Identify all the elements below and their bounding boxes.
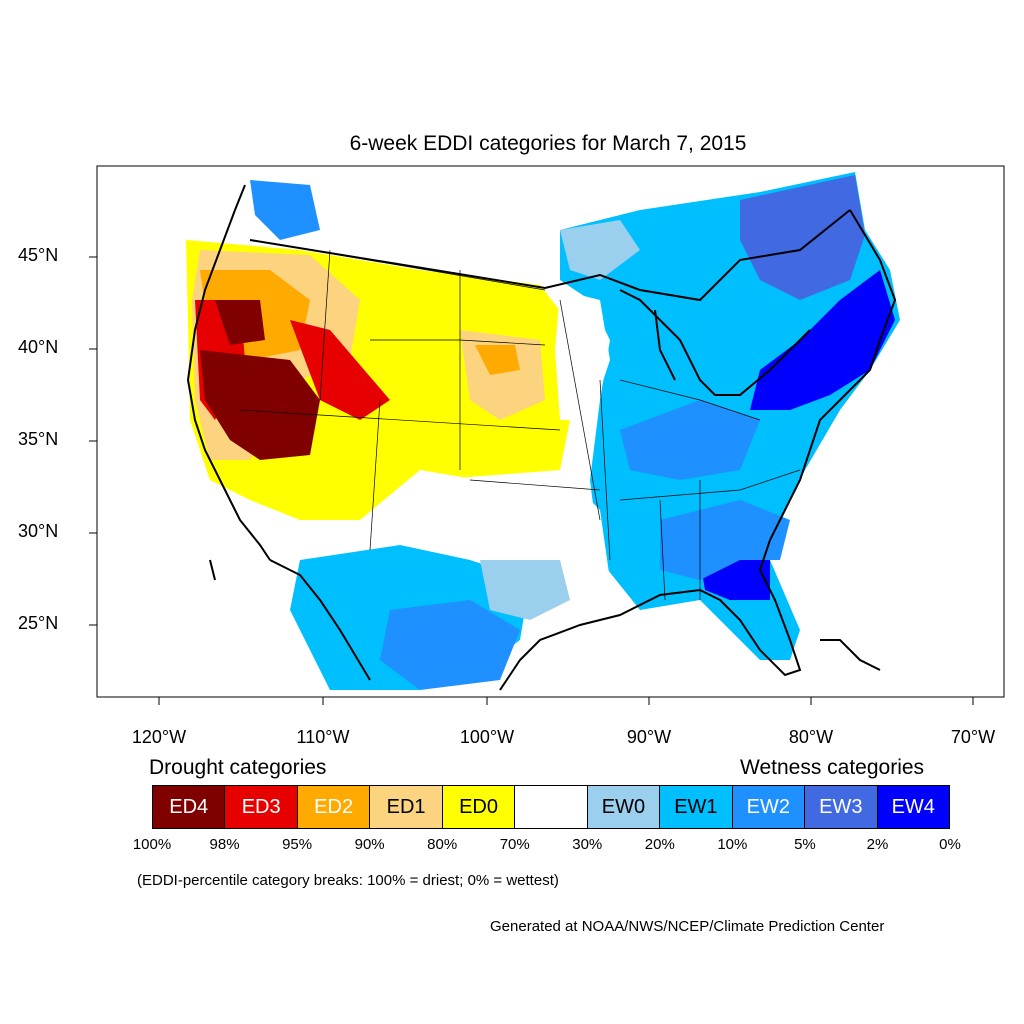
lat-label-40: 40°N <box>18 337 59 357</box>
map-frame <box>96 165 1005 698</box>
legend-swatch-ed0: ED0 <box>442 786 516 828</box>
white-midwest <box>555 290 610 420</box>
legend-swatch-ew1: EW1 <box>660 786 733 828</box>
legend-break-label: 70% <box>499 836 530 853</box>
wet-ew0-southwest <box>480 560 570 620</box>
lat-label-45: 45°N <box>18 245 59 265</box>
lon-label-70: 70°W <box>950 727 996 747</box>
white-central <box>430 470 610 580</box>
wet-ew0-patch <box>560 220 640 280</box>
coastlines <box>186 184 897 691</box>
legend-break-label: 2% <box>866 836 889 853</box>
lat-label-35: 35°N <box>18 429 59 449</box>
legend-swatch-neutral <box>515 786 588 828</box>
dry-ed3-idaho <box>290 320 390 420</box>
legend-swatch-ed3: ED3 <box>225 786 298 828</box>
footnote: (EDDI-percentile category breaks: 100% =… <box>137 872 559 889</box>
legend-swatch-ew4: EW4 <box>877 786 949 828</box>
legend-break-label: 20% <box>644 836 675 853</box>
lon-label-110: 110°W <box>296 727 350 747</box>
lat-label-25: 25°N <box>18 613 59 633</box>
legend-swatch-ed1: ED1 <box>370 786 443 828</box>
credit-line: Generated at NOAA/NWS/NCEP/Climate Predi… <box>490 918 885 935</box>
wet-ew4-northeast <box>750 270 895 410</box>
wet-ew1-nw-patch <box>250 180 320 240</box>
legend-break-label: 95% <box>282 836 313 853</box>
category-legend: ED4 ED3 ED2 ED1 ED0 EW0 EW1 EW2 EW3 EW4 <box>152 785 950 829</box>
legend-break-label: 5% <box>794 836 816 853</box>
legend-break-label: 10% <box>717 836 748 853</box>
dry-ed2-plains <box>475 345 520 375</box>
lon-label-100: 100°W <box>459 727 515 747</box>
legend-break-label: 100% <box>132 836 172 853</box>
legend-swatch-ed4: ED4 <box>153 786 226 828</box>
state-borders <box>239 239 801 601</box>
dry-ed4-core <box>200 350 320 460</box>
legend-break-label: 98% <box>209 836 240 853</box>
wet-ew2-ohio <box>620 400 760 480</box>
legend-break-label: 0% <box>939 836 961 853</box>
lon-label-80: 80°W <box>788 727 834 747</box>
legend-break-label: 30% <box>572 836 603 853</box>
legend-swatch-ew0: EW0 <box>587 786 661 828</box>
lat-label-30: 30°N <box>18 521 59 541</box>
wetness-heading: Wetness categories <box>740 756 925 779</box>
map-title: 6-week EDDI categories for March 7, 2015 <box>349 132 747 155</box>
drought-heading: Drought categories <box>149 756 327 779</box>
axis-ticks <box>89 256 974 705</box>
wet-ew2-southeast <box>660 500 790 580</box>
lon-label-90: 90°W <box>626 727 672 747</box>
lon-label-120: 120°W <box>131 727 187 747</box>
legend-swatch-ed2: ED2 <box>297 786 371 828</box>
legend-break-label: 80% <box>427 836 458 853</box>
legend-break-label: 90% <box>354 836 385 853</box>
legend-swatch-ew3: EW3 <box>805 786 878 828</box>
wet-ew2-mexico <box>380 600 520 690</box>
legend-swatch-ew2: EW2 <box>732 786 806 828</box>
dry-ed4-nw <box>215 300 265 345</box>
wet-ew3-northeast <box>740 175 865 300</box>
eddi-map <box>89 165 1005 705</box>
